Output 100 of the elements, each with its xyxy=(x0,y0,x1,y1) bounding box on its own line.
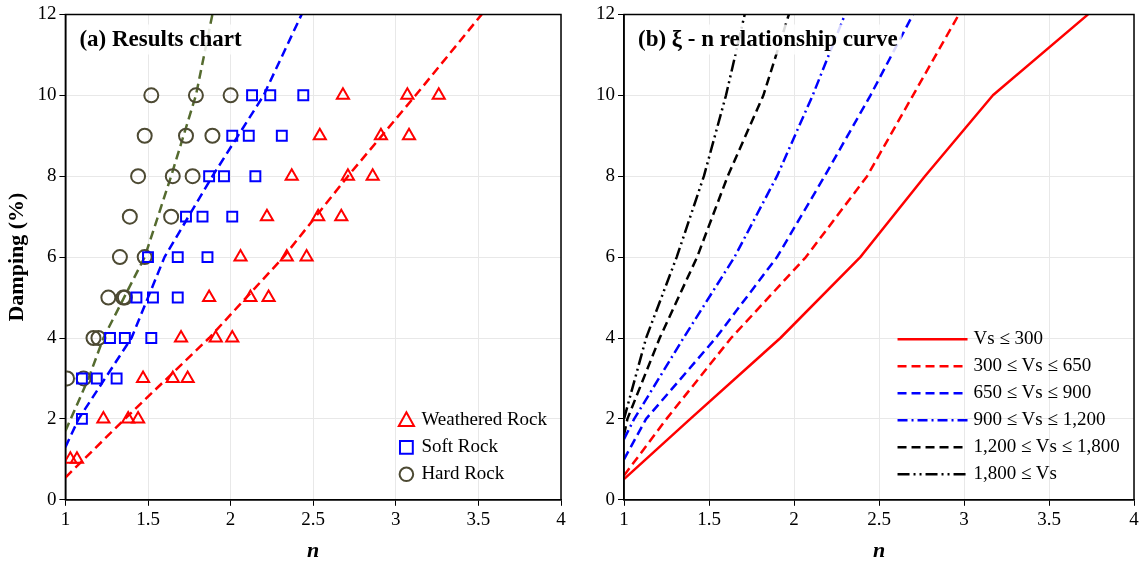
point xyxy=(171,291,184,304)
y-tick-label: 10 xyxy=(596,83,615,105)
x-tick-label: 1 xyxy=(60,508,71,530)
y-tick-label: 4 xyxy=(46,325,57,347)
point xyxy=(233,249,248,262)
y-tick-label: 0 xyxy=(46,487,57,509)
text: (a) Results chart xyxy=(79,25,242,51)
y-tick-label: 12 xyxy=(37,2,57,24)
x-tick-label: 2.5 xyxy=(301,508,326,530)
point xyxy=(201,251,214,264)
point xyxy=(75,370,92,387)
point xyxy=(142,251,154,264)
point xyxy=(259,208,275,222)
point xyxy=(196,210,209,223)
x-tick-label: 1 xyxy=(619,508,629,530)
point xyxy=(226,129,239,142)
y-tick-label: 6 xyxy=(46,245,57,267)
point xyxy=(311,208,326,222)
point xyxy=(136,127,153,144)
y-tick-label: 2 xyxy=(605,406,615,428)
text: (b) ξ - n relationship curve xyxy=(638,25,898,51)
point xyxy=(335,87,350,100)
legend-label: Weathered Rock xyxy=(421,408,548,430)
point xyxy=(431,87,446,100)
x-tick-label: 2.5 xyxy=(867,508,891,530)
legend-label: 1,800 ≤ Vs xyxy=(973,462,1057,484)
point xyxy=(400,87,415,100)
point xyxy=(147,291,159,304)
y-tick-label: 12 xyxy=(596,2,615,24)
x-tick-label: 3 xyxy=(391,508,401,530)
y-tick-label: 2 xyxy=(46,406,57,428)
legend-label: 300 ≤ Vs ≤ 650 xyxy=(973,354,1092,376)
point xyxy=(110,372,123,385)
point xyxy=(208,330,223,343)
point xyxy=(85,330,102,346)
x-tick-label: 2 xyxy=(789,508,799,530)
point xyxy=(75,412,88,425)
point xyxy=(334,208,349,222)
point xyxy=(90,330,107,346)
point xyxy=(299,249,314,262)
point xyxy=(121,410,136,424)
point xyxy=(165,370,180,383)
point xyxy=(171,251,184,264)
x-tick-label: 3 xyxy=(959,508,969,530)
y-tick-label: 6 xyxy=(605,245,615,267)
point xyxy=(184,168,201,185)
point xyxy=(275,129,288,142)
point xyxy=(261,289,276,303)
point xyxy=(180,370,195,383)
point xyxy=(178,127,194,144)
point xyxy=(204,127,221,144)
point xyxy=(312,127,327,141)
point xyxy=(130,291,143,304)
point xyxy=(218,170,230,183)
point xyxy=(243,289,258,303)
x-tick-label: 3.5 xyxy=(1037,508,1061,530)
x-tick-label: 3.5 xyxy=(466,508,491,530)
point xyxy=(100,289,117,306)
point xyxy=(373,127,388,141)
x-tick-label: 1.5 xyxy=(136,508,160,530)
point xyxy=(279,249,294,262)
point xyxy=(202,289,217,303)
point xyxy=(284,168,299,181)
point xyxy=(226,210,239,223)
point xyxy=(131,410,146,424)
point xyxy=(90,372,103,385)
x-axis-title: n xyxy=(307,537,320,563)
point xyxy=(145,332,158,344)
point xyxy=(104,332,116,344)
x-tick-label: 2 xyxy=(225,508,236,530)
y-tick-label: 10 xyxy=(37,83,57,105)
point xyxy=(173,330,189,343)
point xyxy=(163,208,180,225)
point xyxy=(203,170,216,183)
legend-label: 1,200 ≤ Vs ≤ 1,800 xyxy=(973,435,1120,457)
point xyxy=(401,127,417,141)
legend-label: Hard Rock xyxy=(421,462,505,484)
point xyxy=(242,129,255,142)
point xyxy=(249,170,262,183)
point xyxy=(246,89,259,102)
point xyxy=(121,208,138,225)
point xyxy=(75,372,88,385)
point xyxy=(143,87,160,104)
point xyxy=(65,451,78,464)
point xyxy=(135,370,151,383)
point xyxy=(264,89,277,102)
legend-label: Soft Rock xyxy=(421,435,499,457)
point xyxy=(96,410,111,424)
y-axis-title: Damping (%) xyxy=(2,192,28,322)
line-series xyxy=(65,14,303,449)
legend-label: 900 ≤ Vs ≤ 1,200 xyxy=(973,408,1106,430)
point xyxy=(130,168,147,185)
x-axis-title: n xyxy=(872,537,886,563)
x-tick-label: 4 xyxy=(1129,508,1140,530)
point xyxy=(164,168,181,185)
legend-label: Vs ≤ 300 xyxy=(973,327,1044,349)
y-tick-label: 8 xyxy=(46,164,57,186)
point xyxy=(297,89,310,102)
point xyxy=(365,168,380,181)
legend-label: 650 ≤ Vs ≤ 900 xyxy=(973,381,1092,403)
